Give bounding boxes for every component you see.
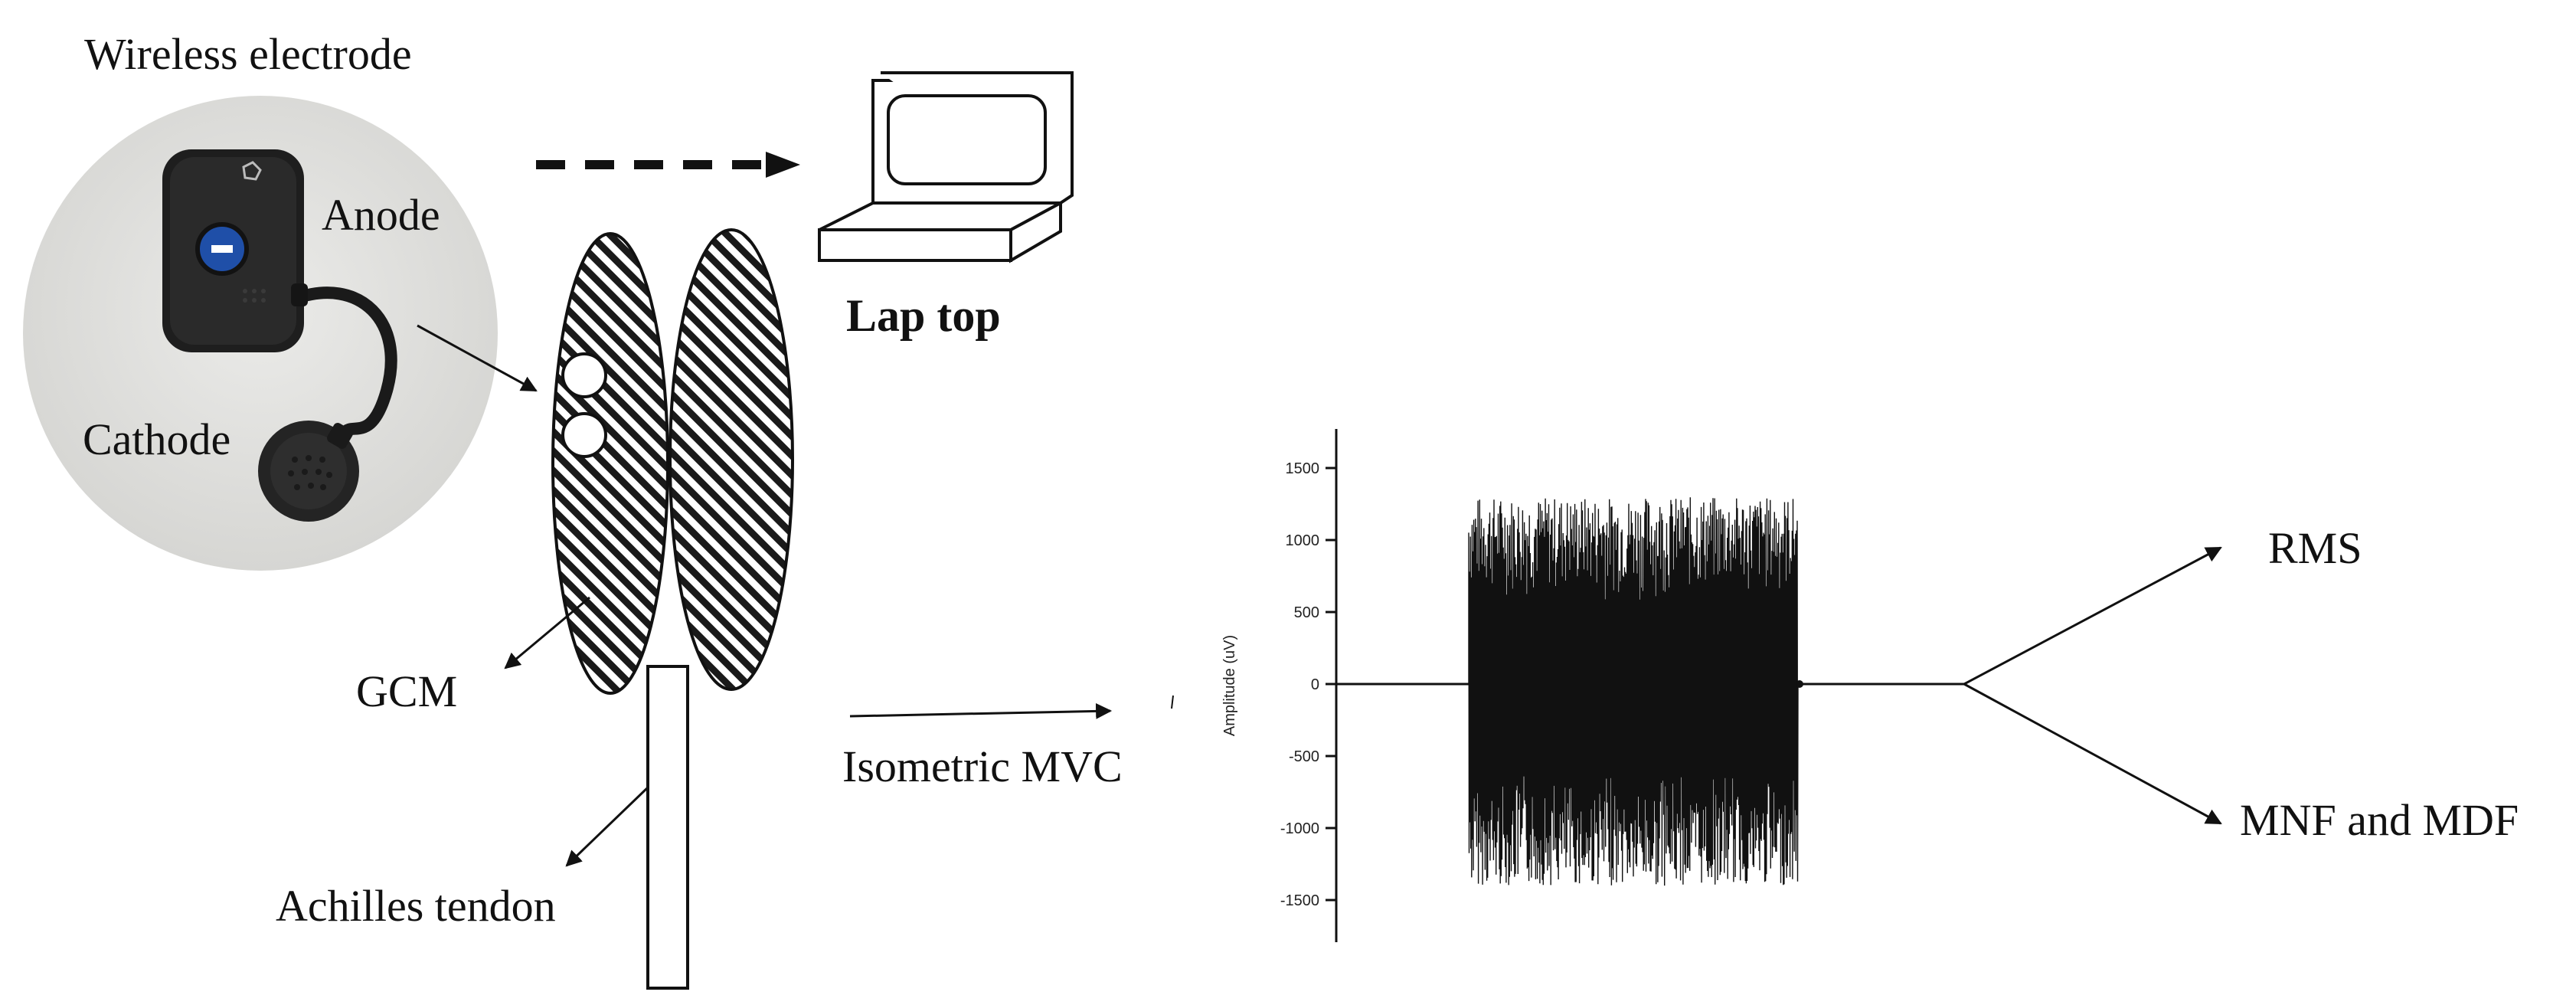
cathode-label: Cathode bbox=[83, 414, 230, 464]
y-tick-label: -1000 bbox=[1280, 820, 1319, 837]
mnf-mdf-branch-arrow bbox=[1963, 683, 2222, 825]
isometric-mvc-arrow bbox=[849, 702, 1113, 719]
cathode-site-icon bbox=[561, 412, 607, 458]
laptop-icon bbox=[818, 71, 1074, 264]
tick-mark bbox=[1171, 695, 1174, 709]
laptop-label: Lap top bbox=[846, 290, 1001, 341]
y-axis-label: Amplitude (uV) bbox=[1221, 635, 1238, 736]
cathode-pad-icon bbox=[258, 421, 359, 522]
electrode-photo: Anode Cathode bbox=[23, 96, 498, 571]
achilles-tendon-shape bbox=[646, 665, 689, 990]
electrode-device-icon bbox=[162, 149, 308, 352]
rms-branch-arrow bbox=[1963, 546, 2222, 686]
lateral-gcm-head bbox=[669, 228, 794, 691]
gastrocnemius-schematic bbox=[551, 228, 794, 990]
rms-label: RMS bbox=[2268, 523, 2362, 573]
gcm-pointer-arrow bbox=[504, 596, 590, 669]
y-tick-label: -500 bbox=[1289, 748, 1319, 765]
achilles-pointer-arrow bbox=[565, 786, 649, 867]
mnf-mdf-label: MNF and MDF bbox=[2240, 795, 2519, 845]
gcm-label: GCM bbox=[356, 666, 457, 716]
achilles-label: Achilles tendon bbox=[276, 881, 556, 931]
anode-label: Anode bbox=[322, 190, 440, 240]
emg-burst-signal bbox=[1468, 497, 1799, 886]
y-tick-label: 1500 bbox=[1286, 460, 1320, 477]
y-tick-label: 1000 bbox=[1286, 532, 1320, 549]
y-tick-label: 0 bbox=[1311, 676, 1319, 693]
emg-signal-chart: 1500 1000 500 0 -500 -1000 -1500 Amplitude (uV… bbox=[1221, 429, 1964, 942]
isometric-mvc-label: Isometric MVC bbox=[842, 741, 1123, 791]
medial-gcm-head bbox=[551, 232, 669, 695]
electrode-placement-arrow bbox=[417, 324, 538, 392]
y-tick-label: 500 bbox=[1294, 604, 1319, 621]
electrode-cable bbox=[289, 286, 397, 439]
y-tick-label: -1500 bbox=[1280, 892, 1319, 909]
anode-site-icon bbox=[561, 352, 607, 398]
wireless-electrode-label: Wireless electrode bbox=[84, 29, 412, 79]
